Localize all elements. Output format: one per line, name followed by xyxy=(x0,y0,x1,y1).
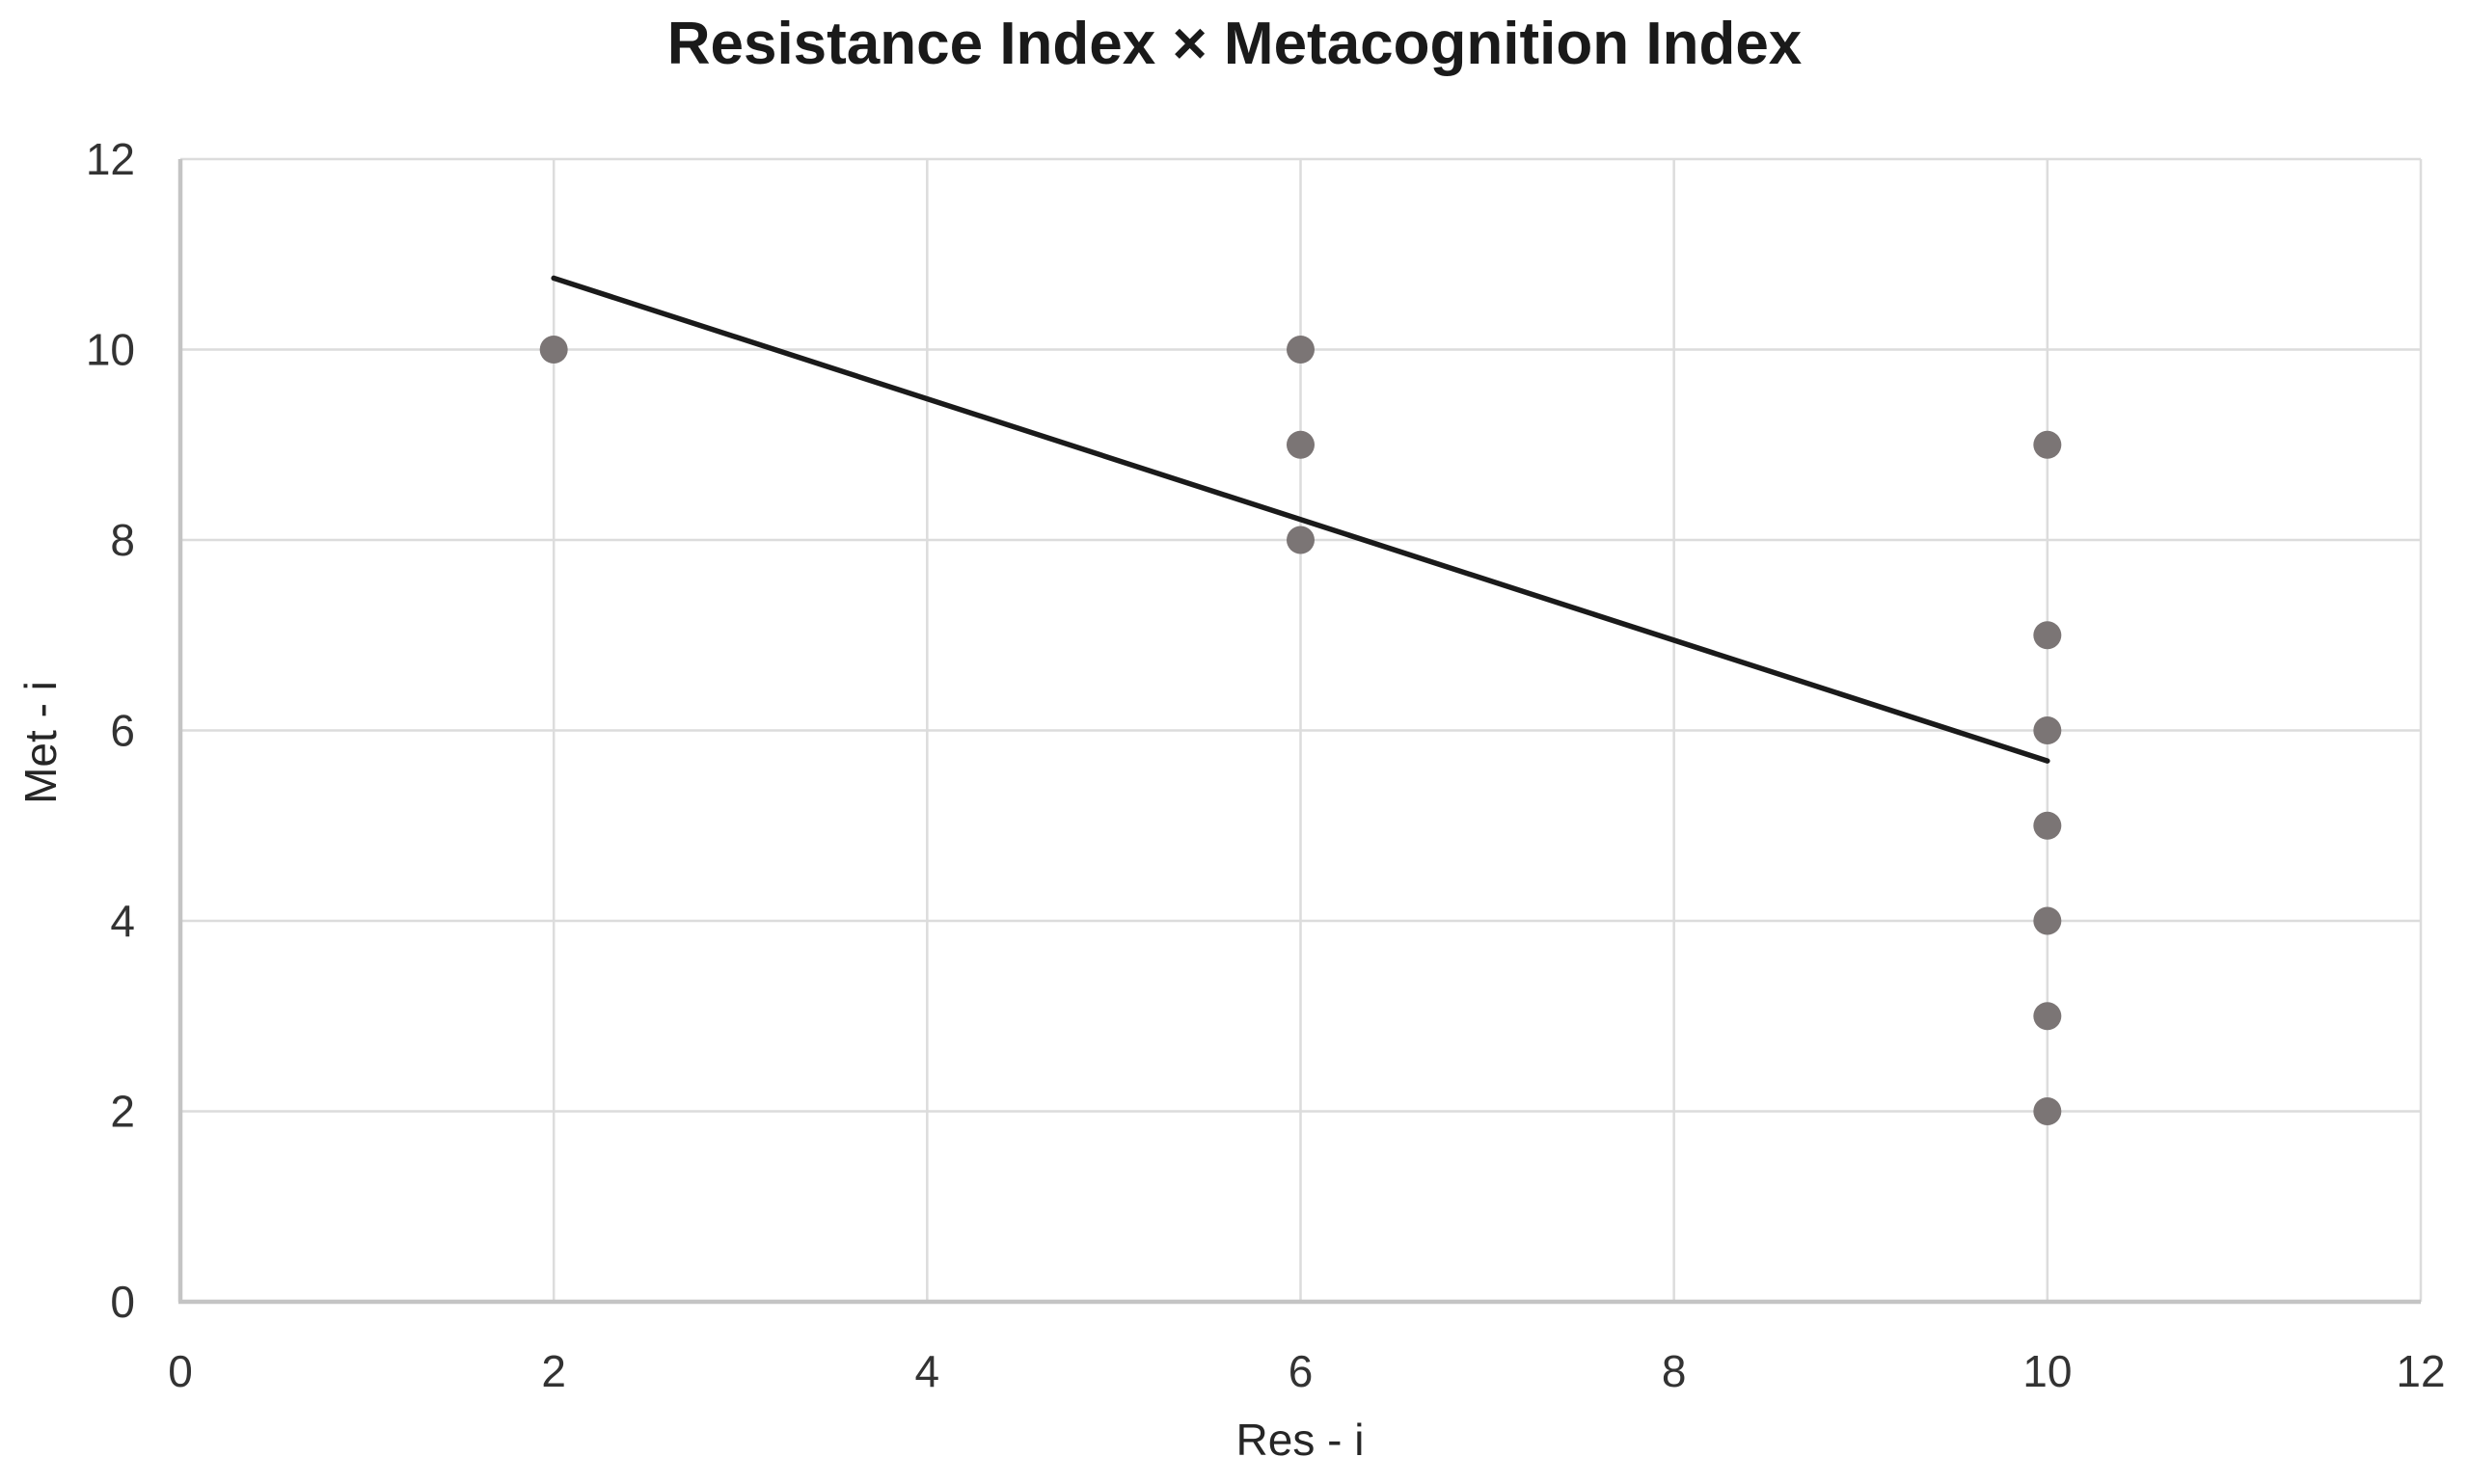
x-axis-label: Res - i xyxy=(1235,1415,1365,1465)
y-tick-label: 8 xyxy=(110,515,135,565)
data-point xyxy=(1287,336,1315,364)
x-tick-label: 4 xyxy=(915,1346,940,1396)
data-point xyxy=(2033,716,2062,744)
data-point xyxy=(1287,526,1315,554)
data-point xyxy=(2033,1002,2062,1031)
y-tick-label: 6 xyxy=(110,706,135,756)
data-point xyxy=(1287,430,1315,459)
x-tick-label: 8 xyxy=(1662,1346,1687,1396)
data-point xyxy=(2033,1097,2062,1125)
y-tick-label: 12 xyxy=(86,134,135,184)
y-tick-label: 0 xyxy=(110,1277,135,1327)
x-tick-label: 2 xyxy=(541,1346,566,1396)
trendline xyxy=(551,275,2050,764)
data-point xyxy=(539,336,568,364)
x-tick-label: 6 xyxy=(1289,1346,1314,1396)
data-point xyxy=(2033,621,2062,650)
data-point xyxy=(2033,906,2062,935)
data-point xyxy=(2033,811,2062,840)
data-point xyxy=(2033,430,2062,459)
x-tick-label: 12 xyxy=(2396,1346,2445,1396)
x-tick-label: 0 xyxy=(168,1346,193,1396)
y-tick-label: 2 xyxy=(110,1087,135,1137)
x-tick-label: 10 xyxy=(2022,1346,2072,1396)
y-tick-label: 10 xyxy=(86,325,135,375)
y-tick-label: 4 xyxy=(110,896,135,946)
chart-title: Resistance Index × Metacognition Index xyxy=(666,11,1803,77)
